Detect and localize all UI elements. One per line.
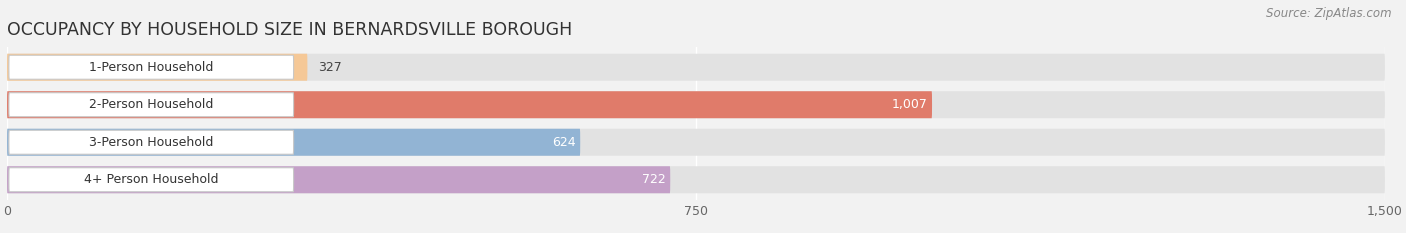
FancyBboxPatch shape [7, 166, 1385, 193]
FancyBboxPatch shape [8, 55, 294, 79]
Text: 2-Person Household: 2-Person Household [89, 98, 214, 111]
FancyBboxPatch shape [7, 54, 1385, 81]
Text: OCCUPANCY BY HOUSEHOLD SIZE IN BERNARDSVILLE BOROUGH: OCCUPANCY BY HOUSEHOLD SIZE IN BERNARDSV… [7, 21, 572, 39]
Text: 327: 327 [318, 61, 342, 74]
FancyBboxPatch shape [7, 129, 581, 156]
FancyBboxPatch shape [8, 93, 294, 117]
Text: 624: 624 [553, 136, 575, 149]
FancyBboxPatch shape [7, 91, 932, 118]
FancyBboxPatch shape [8, 168, 294, 192]
FancyBboxPatch shape [8, 130, 294, 154]
FancyBboxPatch shape [7, 91, 1385, 118]
Text: 1-Person Household: 1-Person Household [89, 61, 214, 74]
Text: 4+ Person Household: 4+ Person Household [84, 173, 218, 186]
FancyBboxPatch shape [7, 54, 308, 81]
Text: 1,007: 1,007 [891, 98, 928, 111]
Text: Source: ZipAtlas.com: Source: ZipAtlas.com [1267, 7, 1392, 20]
Text: 3-Person Household: 3-Person Household [89, 136, 214, 149]
FancyBboxPatch shape [7, 166, 671, 193]
FancyBboxPatch shape [7, 129, 1385, 156]
Text: 722: 722 [643, 173, 665, 186]
